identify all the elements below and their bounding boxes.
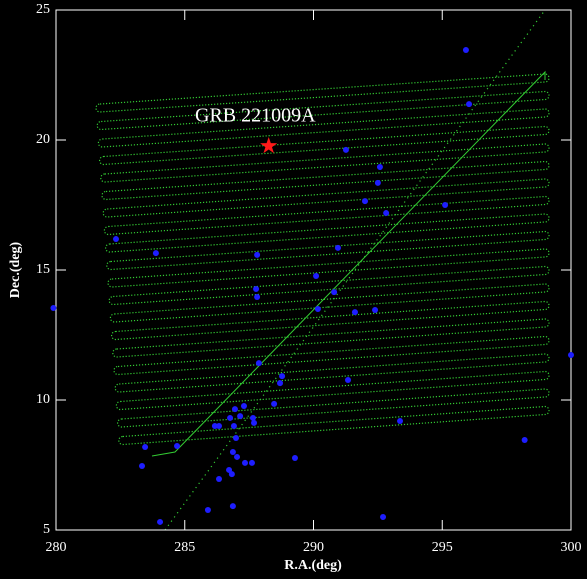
x-tick-label: 295 xyxy=(432,540,453,555)
source-point xyxy=(334,244,341,251)
source-point xyxy=(211,423,218,429)
source-point xyxy=(380,514,387,520)
source-point xyxy=(242,459,249,466)
source-point xyxy=(232,434,239,441)
scan-row xyxy=(107,248,550,288)
source-point xyxy=(313,272,320,279)
source-point xyxy=(229,503,236,510)
source-point xyxy=(372,307,379,314)
source-point xyxy=(253,285,260,292)
source-point xyxy=(291,454,298,461)
y-tick-label: 20 xyxy=(36,132,50,147)
source-point xyxy=(342,146,349,153)
annotation-star xyxy=(260,137,278,154)
source-point xyxy=(142,444,149,451)
x-tick-label: 280 xyxy=(46,540,67,555)
scan-boundary xyxy=(151,70,546,457)
scan-row xyxy=(100,143,550,183)
source-point xyxy=(152,250,159,257)
source-point xyxy=(237,413,244,420)
source-point xyxy=(254,251,261,258)
scan-row xyxy=(96,90,550,131)
source-point xyxy=(204,506,211,513)
source-point xyxy=(374,179,381,186)
scan-row xyxy=(99,125,550,166)
source-point xyxy=(345,376,352,383)
scan-row xyxy=(95,73,550,113)
scan-row xyxy=(113,335,550,376)
source-point xyxy=(255,360,262,367)
source-point xyxy=(240,402,247,409)
source-point xyxy=(351,309,358,316)
source-point xyxy=(229,449,236,455)
scan-row xyxy=(112,318,550,358)
scan-track xyxy=(164,9,546,531)
scan-row xyxy=(101,160,550,201)
source-point xyxy=(231,406,238,413)
y-tick-label: 25 xyxy=(36,2,50,17)
source-point xyxy=(279,373,286,380)
scan-row xyxy=(117,388,550,428)
source-point xyxy=(362,198,368,205)
y-tick-label: 15 xyxy=(36,262,50,277)
source-point xyxy=(568,352,574,359)
source-point xyxy=(215,423,222,429)
x-tick-label: 300 xyxy=(561,540,582,555)
scan-row xyxy=(102,178,550,218)
y-tick-label: 10 xyxy=(36,392,50,407)
scan-row xyxy=(108,265,550,306)
source-point xyxy=(314,306,321,312)
source-point xyxy=(254,294,261,301)
source-point xyxy=(230,423,237,429)
source-point xyxy=(112,236,119,243)
scan-row xyxy=(106,230,550,271)
source-point xyxy=(50,304,57,311)
source-point xyxy=(442,202,449,208)
source-point xyxy=(234,453,241,460)
x-tick-label: 285 xyxy=(174,540,195,555)
source-point xyxy=(462,47,469,54)
scan-pattern xyxy=(95,9,550,531)
source-point xyxy=(466,101,473,108)
source-point xyxy=(251,419,258,426)
source-point xyxy=(376,164,383,171)
source-point xyxy=(331,289,338,296)
x-axis-label: R.A.(deg) xyxy=(284,558,342,573)
source-point xyxy=(139,463,146,470)
scan-row xyxy=(105,213,550,253)
annotation-label: GRB 221009A xyxy=(195,105,316,127)
scan-row xyxy=(111,300,550,341)
source-point xyxy=(248,459,255,466)
source-point xyxy=(271,400,278,407)
source-point xyxy=(521,437,528,444)
source-point xyxy=(228,471,235,478)
scan-row xyxy=(114,353,550,393)
source-point xyxy=(249,414,256,421)
scan-row xyxy=(118,405,550,446)
x-tick-label: 290 xyxy=(303,540,324,555)
source-point xyxy=(215,476,222,483)
source-point xyxy=(174,443,181,450)
source-point xyxy=(383,210,390,217)
source-point xyxy=(157,518,164,525)
source-point xyxy=(227,414,234,421)
source-point xyxy=(277,380,284,387)
y-axis-label: Dec.(deg) xyxy=(8,241,23,298)
y-tick-label: 5 xyxy=(43,522,50,537)
source-point xyxy=(397,418,404,425)
